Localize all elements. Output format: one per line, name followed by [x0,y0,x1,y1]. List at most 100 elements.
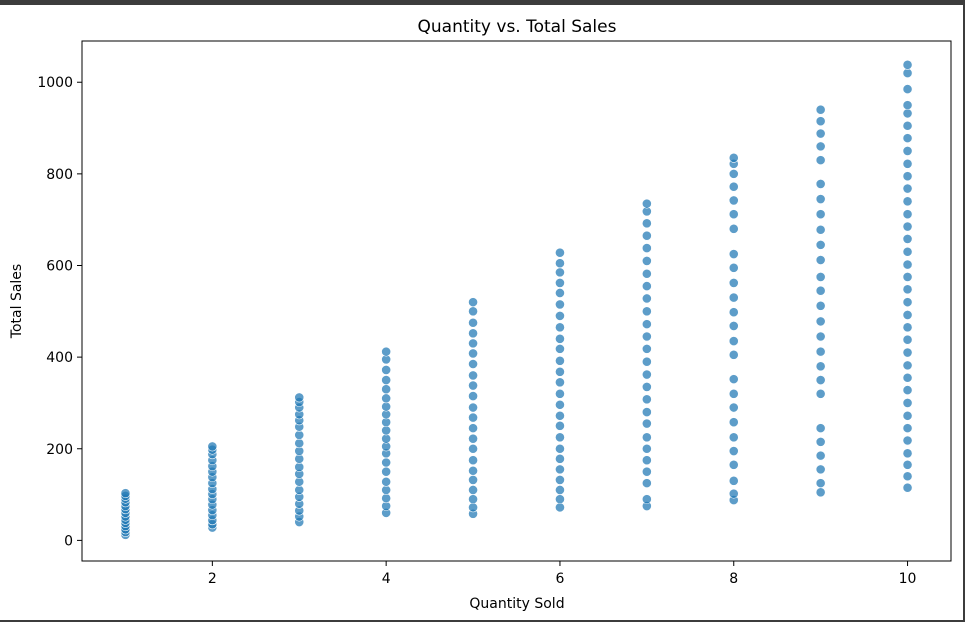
data-point [555,322,565,333]
data-point [381,493,392,504]
data-point [902,435,913,446]
data-point [641,281,652,292]
data-point [381,457,392,468]
data-point [902,459,913,470]
data-point [468,402,478,413]
data-point [555,267,565,278]
data-point [555,366,565,377]
y-tick-label: 400 [46,350,73,366]
data-point [468,391,478,401]
data-point [728,292,739,303]
data-point [815,375,826,385]
data-point [902,133,913,144]
data-point [728,168,739,179]
data-point [902,284,913,295]
data-point [555,475,565,485]
data-point [728,307,739,318]
data-point [381,365,392,375]
data-point [728,195,739,206]
data-point [728,278,739,288]
data-point [468,359,478,369]
data-point [902,84,913,95]
data-point [555,355,565,366]
data-point [381,433,392,444]
data-point [555,377,565,388]
data-point [381,476,392,487]
data-point [641,198,652,209]
data-point [207,441,218,452]
data-point [815,388,826,399]
data-point [902,398,913,408]
data-point [815,209,826,220]
data-point [641,268,652,279]
data-point [555,288,565,298]
data-point [902,322,913,333]
data-point [294,392,305,403]
data-point [902,246,913,257]
x-tick-label: 10 [899,571,917,587]
data-point [902,471,913,482]
data-point [468,465,478,476]
data-point [902,448,913,459]
data-point [555,343,565,354]
data-point [815,179,826,189]
window-right-edge [963,0,965,622]
y-tick-label: 600 [46,258,73,274]
data-point [728,181,739,192]
data-point [815,478,826,489]
window-top-bar [0,0,965,5]
data-point [641,418,652,429]
data-point [902,146,913,156]
data-point [902,196,913,207]
data-point [555,388,565,399]
data-point [468,455,478,466]
data-point [728,459,739,470]
data-point [468,423,478,434]
data-point [728,209,739,220]
y-axis-label: Total Sales [9,264,25,339]
data-point [641,319,652,330]
data-point [641,382,652,392]
data-point [728,374,739,385]
y-tick-label: 800 [46,167,73,183]
data-point [381,466,392,477]
data-point [815,361,826,372]
data-point [641,494,652,505]
data-point [902,360,913,371]
data-point [641,466,652,477]
data-point [641,432,652,443]
data-point [815,272,826,282]
data-point [641,407,652,418]
data-point [555,432,565,443]
data-point [641,331,652,342]
data-point [902,171,913,182]
data-point [641,478,652,489]
data-point [902,158,913,169]
data-point [815,331,826,342]
data-point [555,278,565,288]
data-point [555,333,565,344]
data-point [815,300,826,311]
data-point [555,502,565,513]
data-point [815,423,826,434]
data-point [902,372,913,383]
data-point [902,410,913,421]
data-point [381,485,392,495]
data-point [468,443,478,454]
data-point [468,412,478,423]
data-point [815,141,826,152]
chart-title: Quantity vs. Total Sales [418,17,617,37]
data-point [902,100,913,111]
data-point [381,393,392,404]
data-point [555,299,565,310]
data-point [728,321,739,331]
data-point [555,443,565,454]
data-point [902,234,913,244]
data-point [555,420,565,431]
data-point [728,262,739,273]
data-point [555,464,565,475]
data-point [555,399,565,410]
data-point [641,356,652,367]
x-axis-ticks: 2 4 6 8 10 [208,561,917,587]
